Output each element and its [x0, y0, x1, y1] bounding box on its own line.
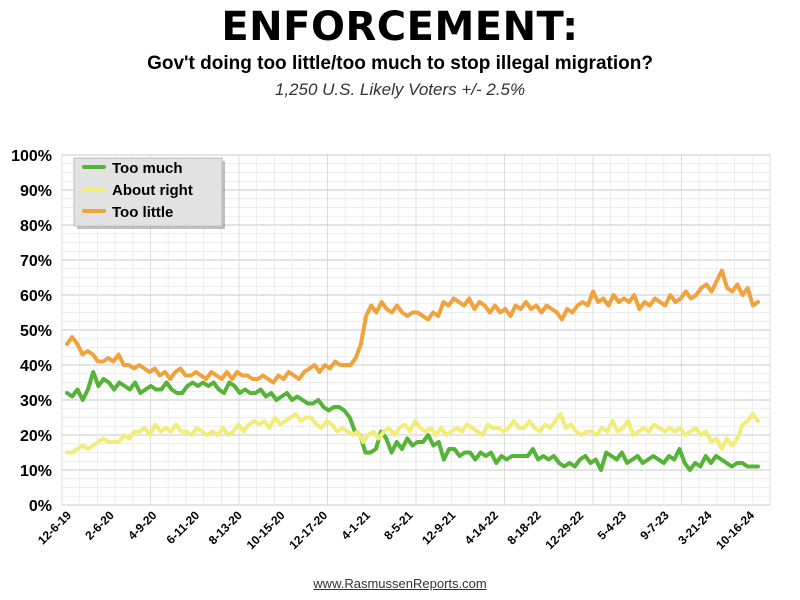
y-tick-label: 20%	[20, 428, 52, 445]
y-tick-label: 70%	[20, 253, 52, 270]
chart-subtitle: Gov't doing too little/too much to stop …	[147, 53, 653, 74]
x-tick-label: 4-1-21	[339, 508, 374, 543]
y-tick-label: 10%	[20, 463, 52, 480]
series-line-too-much	[65, 370, 760, 472]
y-tick-label: 50%	[20, 323, 52, 340]
x-axis: 12-6-19 2-6-20 4-9-20 6-11-20 8-13-2010-15-2…	[35, 508, 757, 552]
x-tick-label: 2-6-20	[82, 508, 117, 543]
sample-note: 1,250 U.S. Likely Voters +/- 2.5%	[274, 80, 526, 99]
x-tick-label: 10-16-24	[713, 508, 757, 552]
x-tick-label: 5-4-23	[595, 508, 630, 543]
legend-label-too-little: Too little	[112, 204, 173, 221]
y-tick-label: 40%	[20, 358, 52, 375]
y-tick-label: 60%	[20, 288, 52, 305]
y-tick-label: 0%	[29, 498, 52, 515]
x-tick-label: 3-21-24	[675, 508, 714, 547]
x-tick-label: 9-7-23	[637, 508, 672, 543]
y-axis: 0% 10% 20% 30% 40% 50% 60% 70% 80% 90% 100%	[11, 148, 52, 515]
legend-label-too-much: Too much	[112, 160, 183, 177]
x-tick-label: 12-9-21	[419, 508, 458, 547]
legend-box	[73, 157, 223, 227]
series-line-too-little	[65, 268, 760, 385]
y-tick-label: 30%	[20, 393, 52, 410]
x-tick-label: 10-15-20	[244, 508, 288, 552]
series-line-about-right	[65, 412, 760, 455]
x-tick-label: 8-13-20	[206, 508, 245, 547]
x-tick-label: 4-9-20	[125, 508, 160, 543]
x-tick-label: 12-29-22	[542, 508, 586, 552]
legend: Too much About right Too little	[73, 157, 225, 229]
y-tick-label: 100%	[11, 148, 52, 165]
x-tick-label: 4-14-22	[462, 508, 501, 547]
source-link[interactable]: www.RasmussenReports.com	[313, 576, 487, 591]
y-tick-label: 90%	[20, 183, 52, 200]
x-tick-label: 12-17-20	[286, 508, 330, 552]
x-tick-label: 8-5-21	[381, 508, 416, 543]
legend-label-about-right: About right	[112, 182, 193, 199]
x-tick-label: 6-11-20	[164, 508, 203, 547]
page-title: ENFORCEMENT:	[221, 4, 579, 50]
series-lines	[65, 268, 760, 472]
y-tick-label: 80%	[20, 218, 52, 235]
x-tick-label: 8-18-22	[505, 508, 544, 547]
